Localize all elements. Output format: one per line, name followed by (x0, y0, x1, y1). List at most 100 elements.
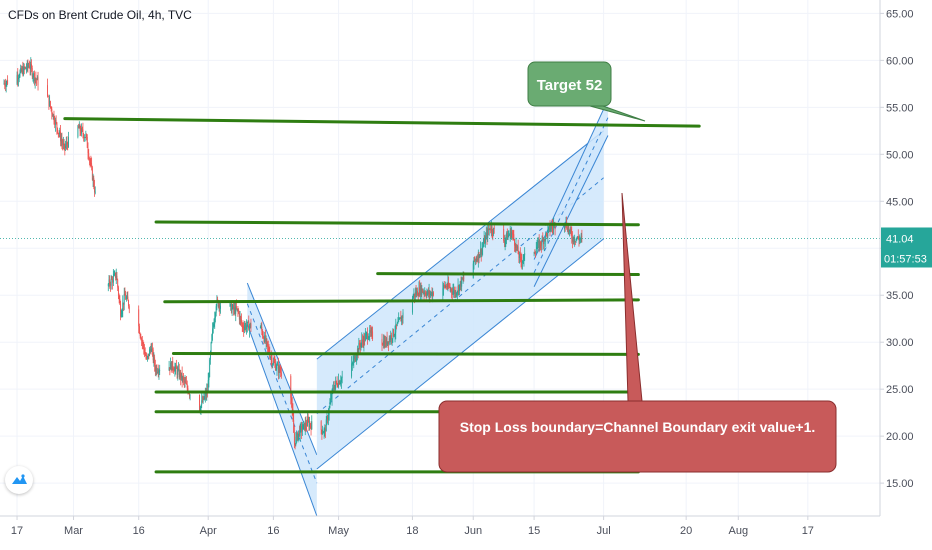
candle-body (371, 331, 373, 333)
candle-body (304, 422, 305, 430)
channel-fill-up (534, 99, 608, 287)
candle-body (519, 253, 521, 258)
candle-body (474, 257, 476, 261)
candle-body (485, 236, 487, 244)
candle-body (521, 260, 523, 263)
candle-body (306, 419, 308, 427)
candle-body (278, 366, 280, 373)
candle-body (455, 291, 457, 296)
candle-body (279, 366, 281, 372)
candle-body (168, 367, 170, 371)
candle-body (546, 233, 548, 237)
candle-body (120, 304, 122, 317)
candle-body (419, 285, 421, 295)
candle-body (214, 317, 216, 324)
candle-body (243, 328, 245, 330)
candle-body (305, 422, 307, 426)
tradingview-logo-icon[interactable] (5, 466, 33, 494)
candle-body (169, 367, 171, 370)
candle-body (549, 225, 551, 231)
candle-body (115, 276, 117, 278)
candle-body (55, 120, 57, 123)
candle-body (127, 296, 129, 301)
target-callout-box (527, 61, 612, 107)
candle-body (429, 291, 431, 296)
candle-body (533, 252, 535, 254)
candle-body (383, 340, 384, 346)
x-tick-label: 17 (802, 525, 814, 537)
candle-body (111, 278, 113, 280)
candle-body (427, 290, 429, 295)
candle-body (300, 426, 302, 428)
candle-body (246, 326, 248, 330)
candle-body (176, 368, 178, 375)
candle-body (276, 365, 278, 369)
candle-body (175, 365, 177, 369)
candle-body (107, 284, 109, 286)
candle-body (339, 382, 341, 385)
candle-body (366, 333, 368, 335)
candle-body (88, 153, 90, 159)
candle-body (231, 308, 233, 313)
candle-body (550, 228, 552, 231)
candle-body (448, 286, 450, 288)
candle-body (158, 370, 160, 373)
candle-body (321, 430, 323, 434)
candle-body (335, 381, 337, 386)
candle-body (352, 362, 354, 364)
candle-body (120, 314, 122, 317)
target-callout: Target 52 (527, 61, 646, 122)
candle-body (572, 238, 573, 242)
candle-body (332, 387, 334, 391)
candle-body (124, 294, 126, 296)
candle-body (311, 421, 313, 430)
candle-body (245, 324, 247, 330)
candle-body (325, 419, 327, 432)
candle-body (49, 101, 51, 107)
candle-body (414, 293, 416, 297)
candle-body (264, 335, 266, 342)
candle-body (249, 326, 250, 331)
candle-body (153, 357, 155, 361)
candle-body (22, 68, 24, 75)
candle-body (5, 83, 7, 87)
candle-body (80, 131, 82, 134)
candle-body (488, 229, 489, 231)
candle-body (89, 158, 90, 160)
candle-body (341, 378, 342, 382)
candle-body (359, 345, 361, 347)
candle-body (152, 349, 154, 361)
candle-body (64, 144, 66, 149)
candle-body (273, 361, 275, 363)
candle-body (159, 370, 161, 372)
candle-body (84, 137, 86, 139)
candle-body (302, 424, 304, 430)
stoploss-callout-label: Stop Loss boundary=Channel Boundary exit… (460, 419, 816, 435)
candle-body (391, 338, 393, 340)
candle-body (330, 398, 332, 400)
candle-body (508, 235, 510, 236)
candle-body (381, 339, 383, 345)
candle-body (58, 132, 60, 134)
candle-body (271, 357, 273, 365)
candle-body (262, 335, 264, 338)
candle-body (234, 307, 236, 314)
candle-body (581, 235, 583, 237)
y-tick-label: 65.00 (886, 8, 914, 20)
candle-body (262, 330, 263, 336)
candle-body (514, 239, 515, 246)
candle-body (298, 430, 300, 435)
candle-body (47, 95, 49, 97)
candle-body (213, 323, 215, 327)
candle-body (269, 353, 271, 358)
candle-body (445, 285, 447, 288)
candle-body (544, 239, 546, 241)
candle-body (91, 163, 93, 168)
candle-body (331, 390, 333, 399)
candle-body (115, 272, 116, 278)
candle-body (458, 285, 460, 292)
candle-body (543, 239, 545, 245)
candle-body (48, 96, 50, 106)
